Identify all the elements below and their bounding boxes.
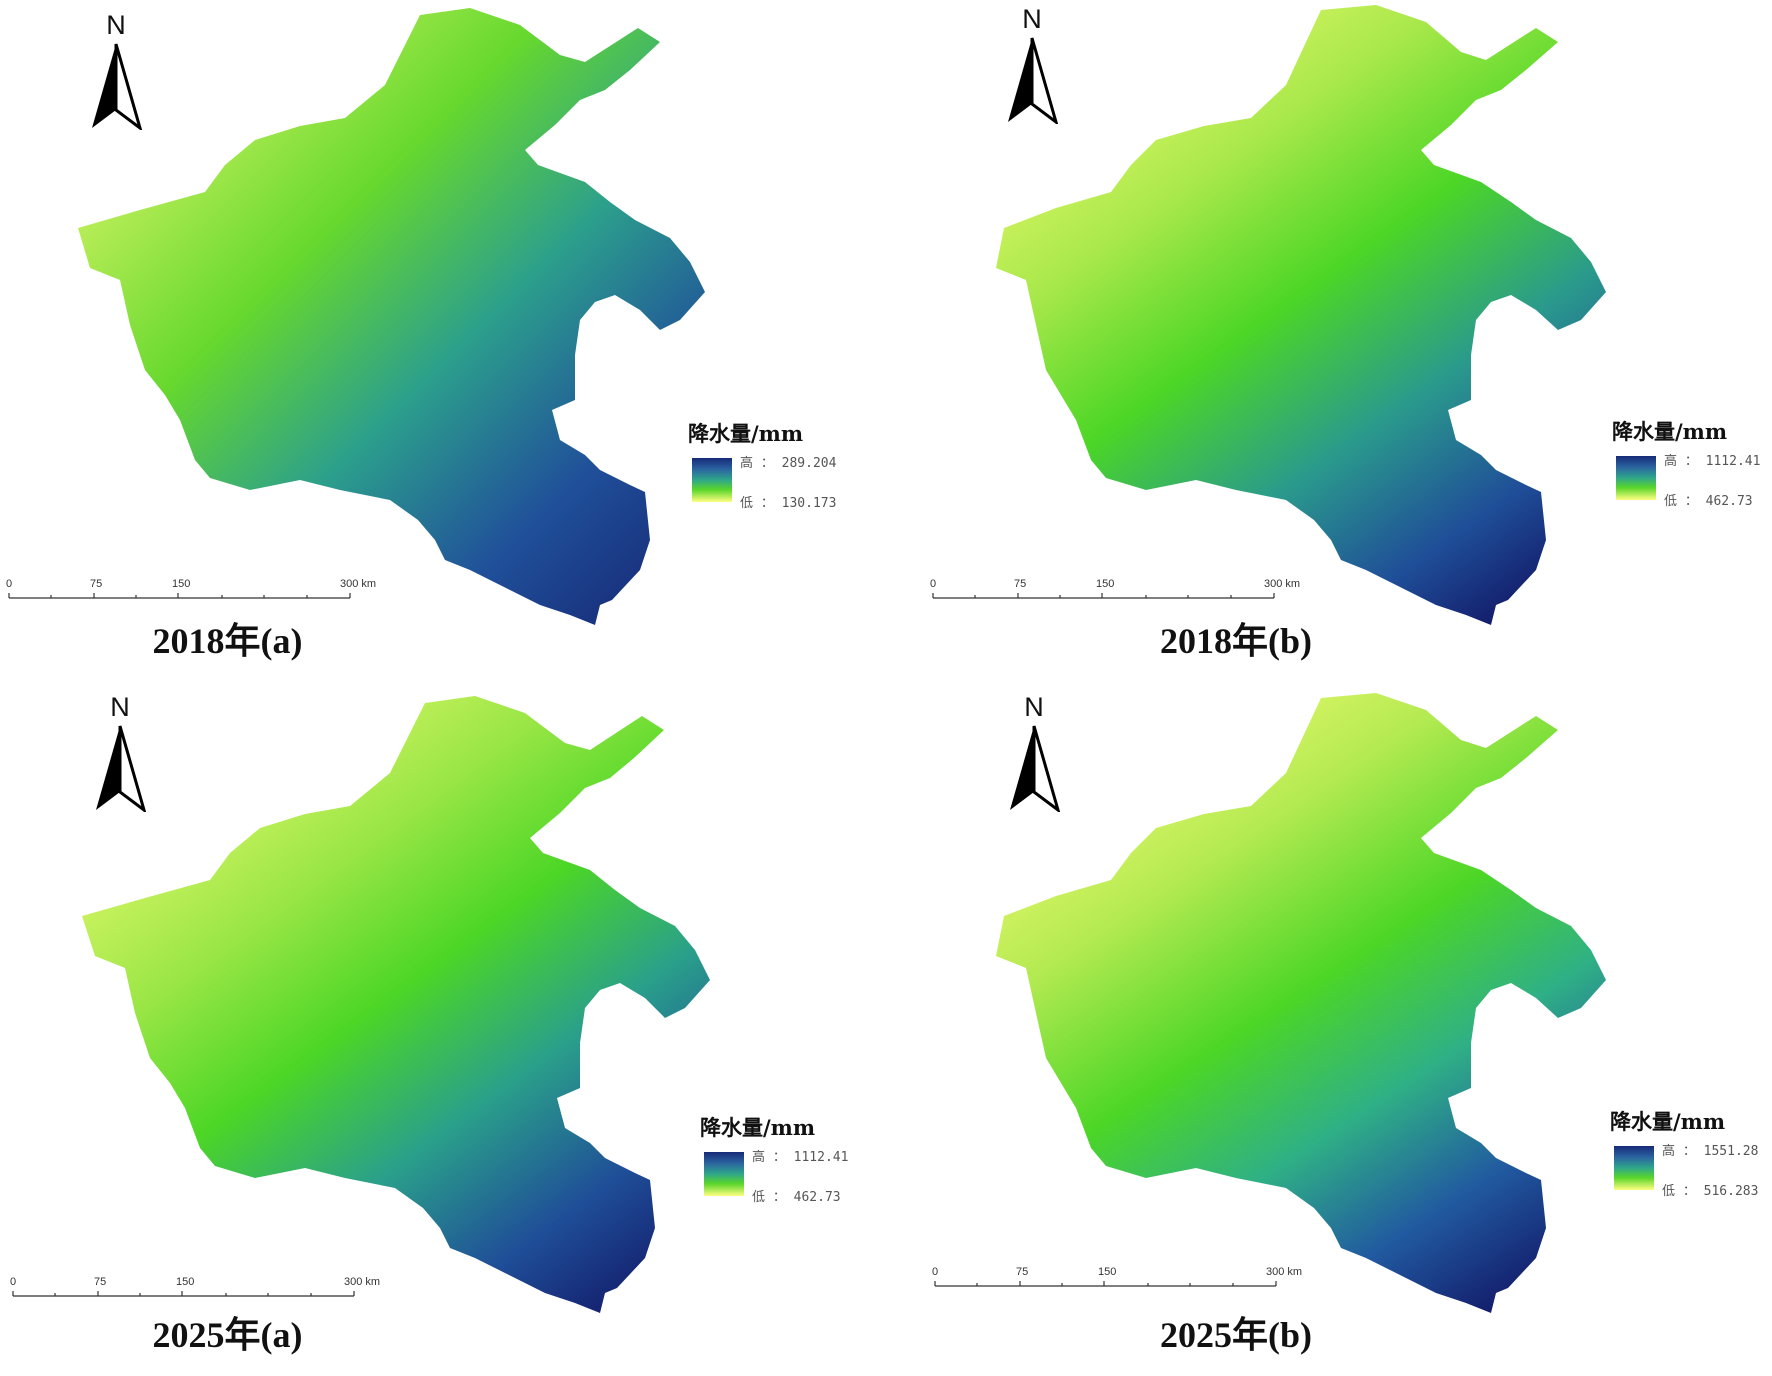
scale-label-0: 0 [932, 1266, 939, 1278]
scale-bar: 0 75 150 300 km [10, 1276, 382, 1302]
scale-bar-line [8, 593, 351, 599]
north-arrow-icon [92, 43, 143, 132]
legend-title: 降水量/mm [1612, 419, 1728, 444]
scale-label-75: 75 [1016, 1266, 1029, 1278]
province-shape [996, 5, 1606, 625]
province-shape [78, 8, 705, 625]
scale-label-75: 75 [94, 1276, 107, 1288]
legend-title: 降水量/mm [700, 1115, 816, 1140]
map-panel-2025a: N 降水量/mm 高 ： 1112.41 低 ： 462.73 0 75 150… [0, 688, 886, 1376]
scale-label-300: 300 km [1266, 1266, 1303, 1278]
north-arrow: N [1004, 4, 1060, 128]
scale-label-75: 75 [1014, 578, 1027, 590]
precipitation-map [78, 8, 705, 625]
legend-high-label: 高 ： 289.204 [740, 456, 837, 471]
precipitation-map [82, 696, 710, 1313]
scale-bar: 0 75 150 300 km [932, 1266, 1304, 1292]
color-ramp [704, 1152, 744, 1196]
legend-low-label: 低 ： 516.283 [1662, 1184, 1759, 1199]
scale-label-300: 300 km [1264, 578, 1301, 590]
map-panel-2018b: N 降水量/mm 高 ： 1112.41 低 ： 462.73 0 75 150… [886, 0, 1772, 688]
scale-bar-line [934, 1281, 1277, 1287]
scale-label-300: 300 km [344, 1276, 381, 1288]
legend-title: 降水量/mm [688, 421, 804, 446]
scale-bar-line [932, 593, 1275, 599]
legend: 降水量/mm 高 ： 289.204 低 ： 130.173 [688, 418, 836, 511]
panel-caption: 2018年(a) [152, 621, 303, 661]
color-ramp [692, 458, 732, 502]
scale-bar: 0 75 150 300 km [6, 578, 378, 604]
north-arrow: N [92, 692, 148, 816]
scale-bar: 0 75 150 300 km [930, 578, 1302, 604]
north-label: N [1022, 4, 1042, 34]
north-arrow-icon [1008, 37, 1059, 126]
legend: 降水量/mm 高 ： 1551.28 低 ： 516.283 [1610, 1106, 1758, 1199]
north-arrow: N [1006, 692, 1062, 816]
scale-bar-line [12, 1291, 355, 1297]
panel-caption: 2025年(a) [152, 1315, 303, 1355]
province-shape [82, 696, 710, 1313]
north-label: N [1024, 692, 1044, 722]
legend: 降水量/mm 高 ： 1112.41 低 ： 462.73 [1612, 416, 1760, 509]
north-label: N [110, 692, 130, 722]
legend-low-label: 低 ： 130.173 [740, 496, 837, 511]
legend-title: 降水量/mm [1610, 1109, 1726, 1134]
map-panel-2018a: N 降水量/mm 高 ： 289.204 低 ： 130.173 0 75 15… [0, 0, 886, 688]
legend: 降水量/mm 高 ： 1112.41 低 ： 462.73 [700, 1112, 848, 1205]
scale-label-0: 0 [6, 578, 13, 590]
precipitation-map [996, 693, 1606, 1313]
precipitation-map [996, 5, 1606, 625]
map-panel-2025b: N 降水量/mm 高 ： 1551.28 低 ： 516.283 0 75 15… [886, 688, 1772, 1376]
legend-low-label: 低 ： 462.73 [1664, 494, 1753, 509]
north-arrow: N [88, 10, 144, 134]
scale-label-150: 150 [1098, 1266, 1117, 1278]
scale-label-150: 150 [1096, 578, 1115, 590]
legend-high-label: 高 ： 1551.28 [1662, 1144, 1759, 1159]
scale-label-75: 75 [90, 578, 103, 590]
scale-label-300: 300 km [340, 578, 377, 590]
scale-label-0: 0 [10, 1276, 17, 1288]
north-arrow-icon [1010, 725, 1061, 814]
panel-caption: 2018年(b) [1160, 621, 1312, 661]
north-arrow-icon [96, 725, 147, 814]
panel-caption: 2025年(b) [1160, 1315, 1312, 1355]
legend-high-label: 高 ： 1112.41 [752, 1150, 849, 1165]
province-shape [996, 693, 1606, 1313]
color-ramp [1616, 456, 1656, 500]
legend-low-label: 低 ： 462.73 [752, 1190, 841, 1205]
legend-high-label: 高 ： 1112.41 [1664, 454, 1761, 469]
color-ramp [1614, 1146, 1654, 1190]
north-label: N [106, 10, 126, 40]
scale-label-150: 150 [172, 578, 191, 590]
scale-label-0: 0 [930, 578, 937, 590]
scale-label-150: 150 [176, 1276, 195, 1288]
